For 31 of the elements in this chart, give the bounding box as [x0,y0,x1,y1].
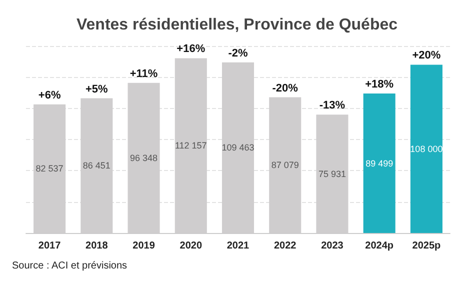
x-tick-label: 2025p [412,240,441,252]
data-label: 108 000 [410,144,443,154]
x-tick-label: 2017 [38,240,62,252]
data-label: 87 079 [271,160,299,170]
bar [410,64,442,233]
data-label: 86 451 [82,160,110,171]
data-label: 82 537 [36,164,64,174]
annotation: -20% [272,82,298,94]
x-tick-label: 2019 [132,240,156,252]
annotation: +6% [38,89,61,102]
data-label: 109 463 [222,142,254,153]
annotation: +18% [365,78,394,91]
annotation: +20% [412,50,441,62]
bar [363,94,396,233]
data-label: 96 348 [130,152,158,163]
x-tick-label: 2020 [180,240,202,252]
data-label: 112 157 [174,140,207,151]
chart-title: Ventes résidentielles, Province de Québec [76,16,398,34]
x-tick-label: 2024p [365,240,394,252]
annotation: +16% [176,43,206,56]
annotation: -13% [319,100,346,112]
x-tick-label: 2022 [274,240,297,252]
annotation: +5% [86,83,108,96]
data-label: 89 499 [366,158,394,168]
data-label: 75 931 [318,168,346,179]
x-tick-label: 2023 [321,240,344,252]
annotation: -2% [228,47,248,60]
x-tick-label: 2021 [226,240,250,252]
source-note: Source : ACI et prévisions [12,260,128,272]
annotation: +11% [130,68,158,80]
x-tick-label: 2018 [86,240,108,252]
